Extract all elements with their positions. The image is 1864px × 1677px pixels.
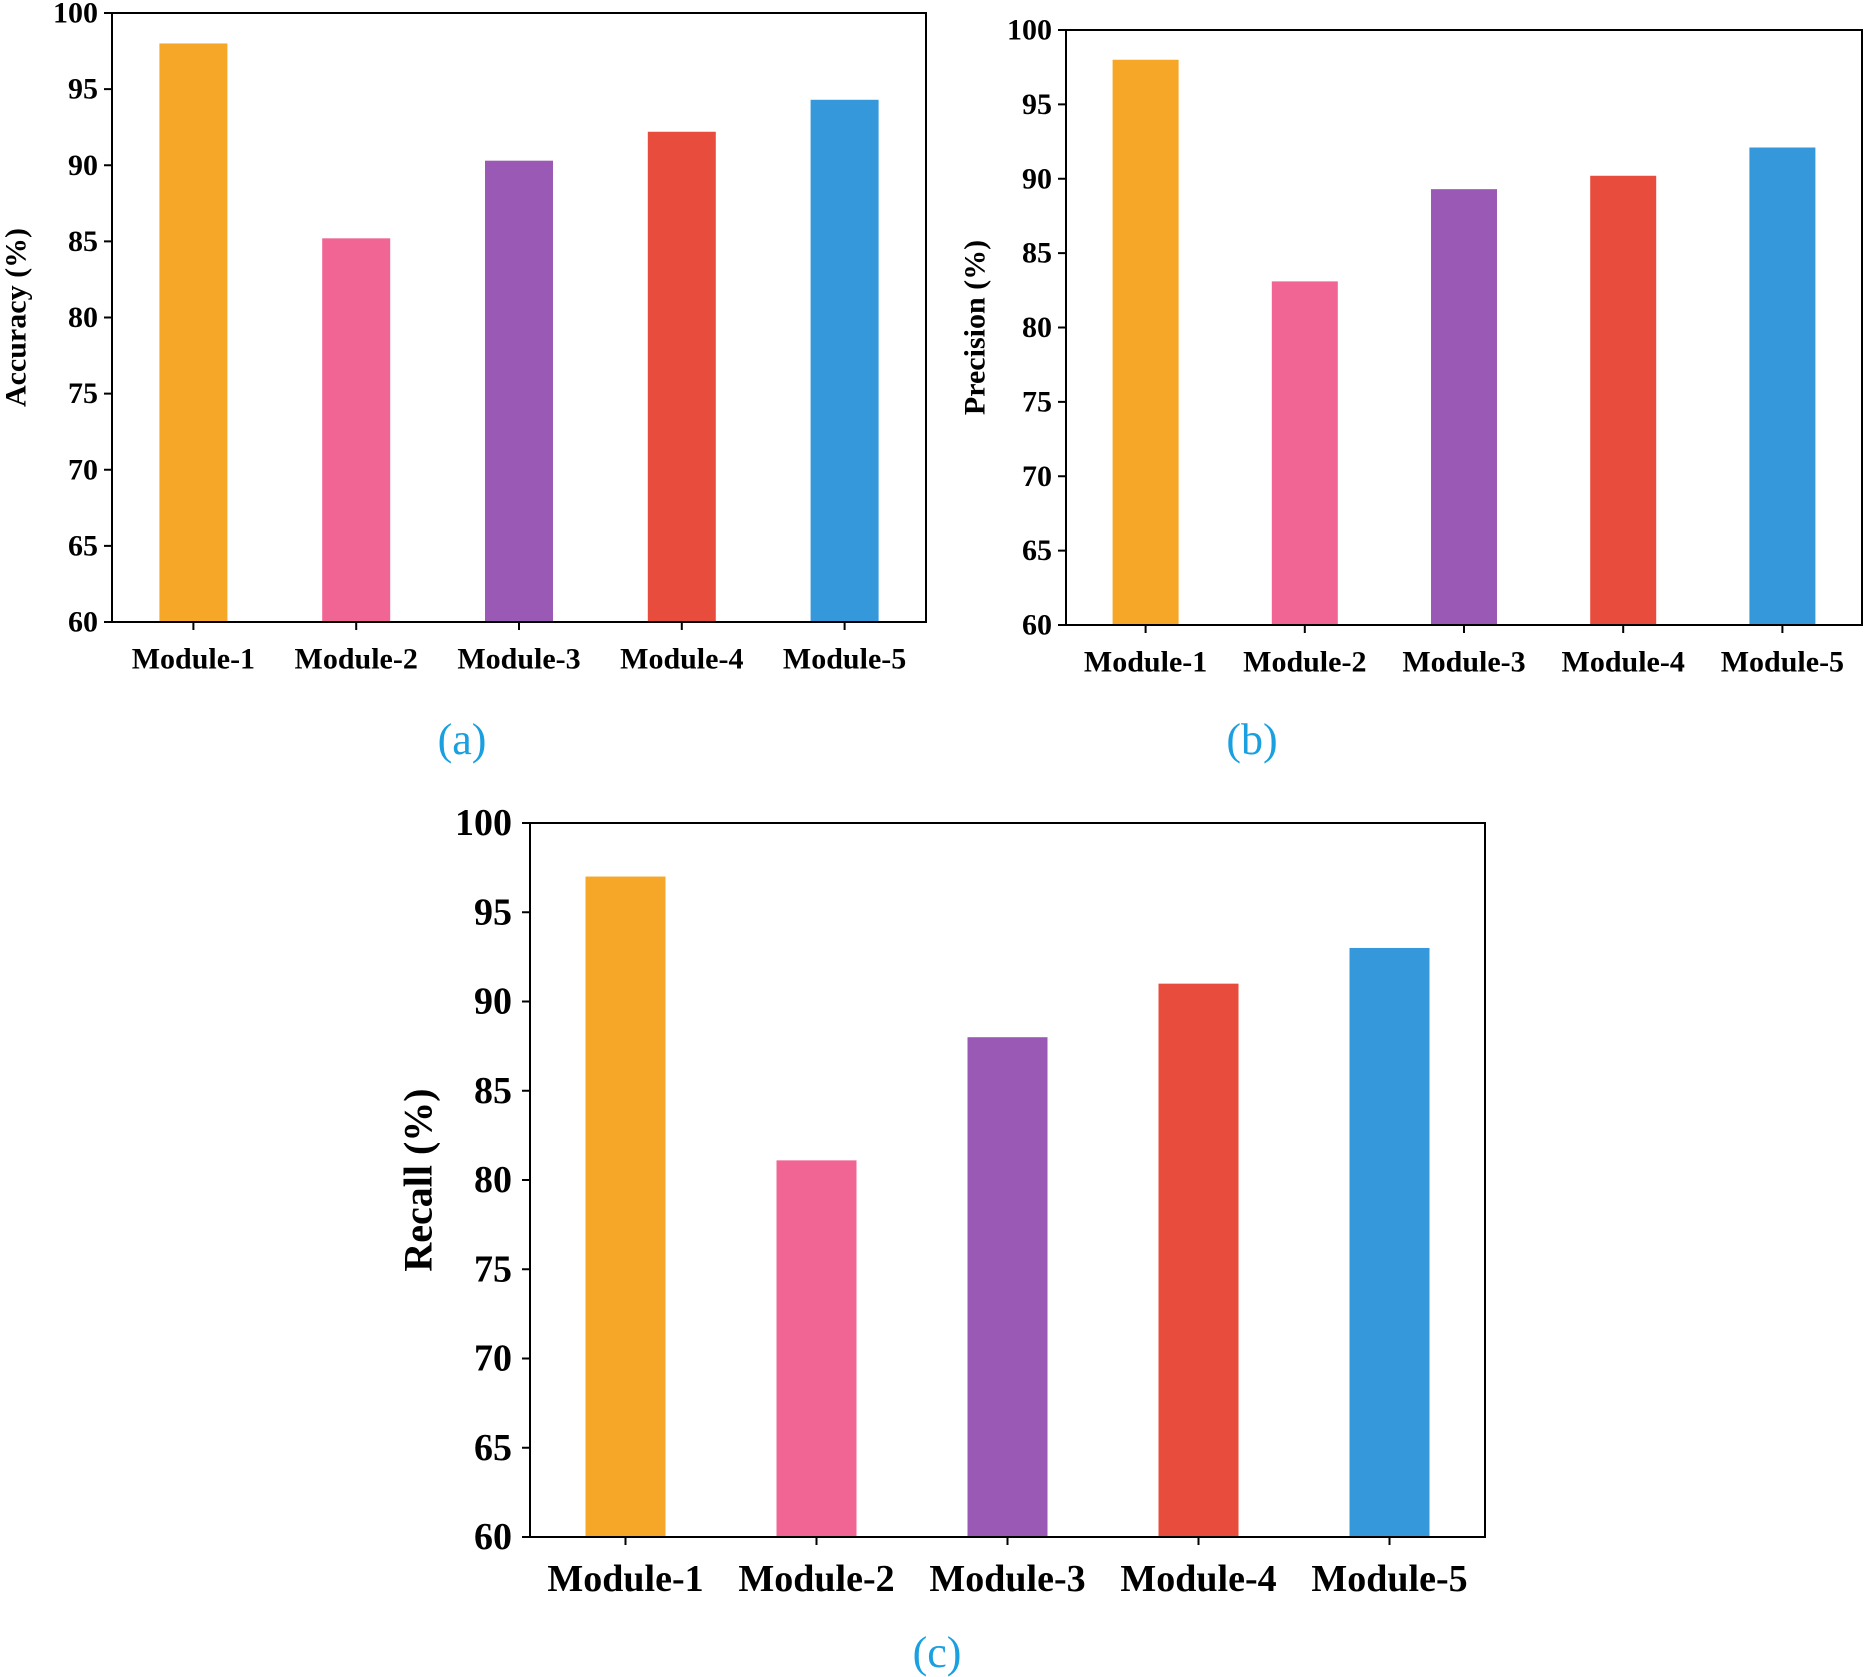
chart-panel-b: 60 65 70 75 80 85 90 95 100 Module-1 Module-2 Modul… (959, 14, 1863, 764)
bar-module-2 (1271, 281, 1338, 625)
chart-panel-a: 60 65 70 75 80 85 90 95 100 Module-1 Module-2 Modul… (0, 0, 927, 764)
y-tick-label: 85 (474, 1070, 512, 1112)
y-tick-label: 70 (68, 453, 98, 486)
y-tick-label: 80 (68, 301, 98, 334)
bar-module-3 (1431, 189, 1497, 625)
x-tick-label: Module-3 (1402, 646, 1525, 679)
y-tick-label: 100 (53, 0, 98, 30)
bar-module-1 (1112, 59, 1179, 625)
bar-module-1 (159, 43, 228, 622)
y-tick-label: 60 (1022, 609, 1052, 642)
bar-module-3 (485, 160, 553, 622)
y-tick-label: 85 (68, 225, 98, 258)
y-tick-label: 100 (1007, 14, 1052, 47)
y-tick-label: 75 (68, 377, 98, 410)
y-tick-label: 65 (474, 1427, 512, 1469)
bar-module-2 (776, 1160, 857, 1537)
bar-module-5 (1349, 947, 1430, 1537)
y-tick-label: 100 (455, 802, 512, 844)
y-axis-label: Precision (%) (959, 240, 992, 415)
x-tick-label: Module-4 (1562, 646, 1685, 679)
bar-module-5 (810, 99, 879, 623)
y-tick-label: 65 (68, 529, 98, 562)
y-tick-label: 75 (1022, 385, 1052, 418)
y-tick-label: 90 (474, 981, 512, 1023)
chart-panel-c: 60 65 70 75 80 85 90 95 100 Module-1 Module-2 Modul… (396, 802, 1486, 1677)
y-tick-label: 95 (1022, 88, 1052, 121)
x-tick-label: Module-2 (738, 1558, 894, 1600)
y-tick-label: 60 (474, 1516, 512, 1558)
y-axis-label: Accuracy (%) (0, 228, 33, 407)
panel-caption: (a) (438, 715, 487, 764)
x-tick-label: Module-4 (620, 643, 743, 676)
x-tick-label: Module-2 (1243, 646, 1366, 679)
x-tick-label: Module-2 (295, 643, 418, 676)
y-tick-label: 85 (1022, 237, 1052, 270)
bar-module-1 (585, 876, 666, 1537)
x-tick-label: Module-5 (783, 643, 906, 676)
y-tick-label: 60 (68, 606, 98, 639)
bar-module-4 (1158, 983, 1239, 1537)
x-tick-label: Module-1 (132, 643, 255, 676)
y-tick-label: 70 (1022, 460, 1052, 493)
panel-caption: (c) (913, 1628, 962, 1677)
x-tick-label: Module-3 (929, 1558, 1085, 1600)
y-tick-label: 75 (474, 1248, 512, 1290)
y-tick-label: 80 (1022, 311, 1052, 344)
y-tick-label: 70 (474, 1338, 512, 1380)
x-tick-label: Module-1 (547, 1558, 703, 1600)
bar-module-5 (1749, 147, 1816, 625)
y-tick-label: 90 (68, 149, 98, 182)
y-tick-label: 65 (1022, 534, 1052, 567)
y-tick-label: 95 (474, 891, 512, 933)
bar-module-2 (322, 238, 391, 622)
x-tick-label: Module-5 (1311, 1558, 1467, 1600)
x-tick-label: Module-4 (1120, 1558, 1276, 1600)
y-tick-label: 95 (68, 73, 98, 106)
y-tick-label: 80 (474, 1159, 512, 1201)
y-tick-label: 90 (1022, 162, 1052, 195)
x-tick-label: Module-5 (1721, 646, 1844, 679)
bar-module-4 (1590, 175, 1657, 625)
x-tick-label: Module-1 (1084, 646, 1207, 679)
bar-module-4 (647, 131, 716, 622)
panel-caption: (b) (1226, 715, 1277, 764)
bar-module-3 (967, 1037, 1048, 1537)
x-tick-label: Module-3 (457, 643, 580, 676)
y-axis-label: Recall (%) (396, 1088, 441, 1271)
